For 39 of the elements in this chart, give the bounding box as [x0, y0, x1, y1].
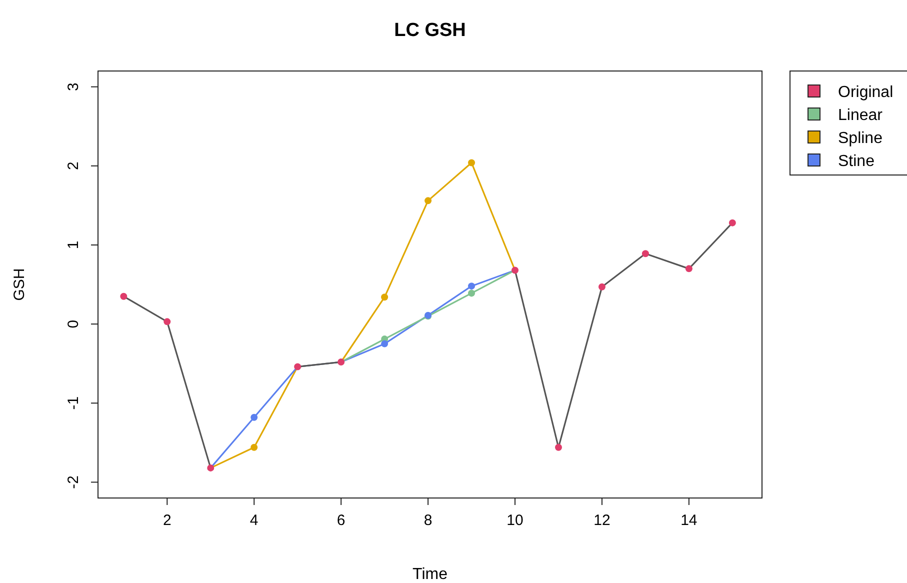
x-tick-label: 14 — [680, 512, 698, 529]
legend-label: Stine — [838, 153, 875, 170]
x-tick-label: 10 — [506, 512, 524, 529]
point — [598, 283, 606, 290]
y-tick-label: 0 — [65, 320, 82, 328]
point — [685, 265, 692, 272]
point — [468, 290, 476, 297]
point — [512, 266, 519, 274]
legend-label: Linear — [838, 107, 884, 124]
legend-label: Original — [838, 84, 894, 101]
x-tick-label: 12 — [594, 512, 610, 529]
y-tick-label: 1 — [65, 240, 82, 250]
x-tick-label: 6 — [336, 512, 346, 529]
point — [468, 159, 476, 166]
x-axis-title: Time — [412, 566, 448, 583]
point — [554, 444, 562, 451]
point — [250, 444, 258, 451]
point — [728, 219, 736, 226]
legend-label: Spline — [838, 130, 883, 147]
chart-title: LC GSH — [394, 20, 466, 41]
point — [338, 358, 345, 366]
point — [250, 414, 258, 421]
x-tick-label: 8 — [424, 512, 432, 529]
y-tick-label: 3 — [65, 82, 82, 91]
y-axis-title: GSH — [11, 268, 28, 301]
point — [207, 464, 214, 472]
point — [294, 363, 302, 370]
point — [424, 197, 432, 204]
point — [381, 294, 388, 301]
point — [642, 250, 649, 258]
y-tick-label: -2 — [65, 476, 82, 489]
point — [468, 282, 476, 290]
x-tick-label: 4 — [250, 512, 258, 529]
y-tick-label: -1 — [65, 396, 82, 410]
point — [120, 292, 128, 300]
point — [381, 340, 388, 348]
y-tick-label: 2 — [65, 162, 82, 170]
x-tick-label: 2 — [162, 512, 172, 529]
point — [164, 318, 171, 326]
